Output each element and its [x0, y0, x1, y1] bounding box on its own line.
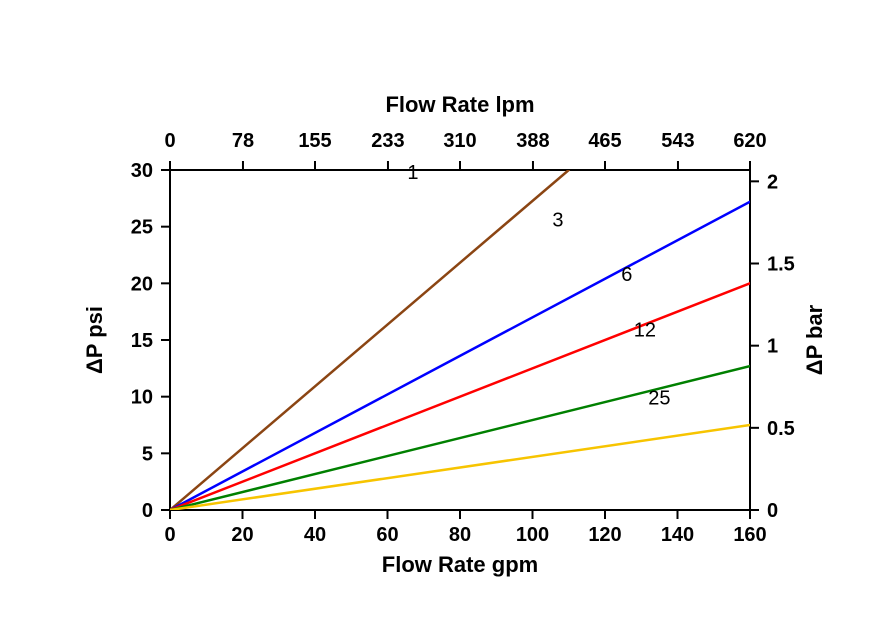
chart-svg: 020406080100120140160Flow Rate gpm078155… [0, 0, 882, 626]
pressure-drop-chart: 020406080100120140160Flow Rate gpm078155… [0, 0, 882, 626]
y-left-title: ΔP psi [82, 306, 107, 374]
y-left-tick-label: 30 [131, 160, 153, 182]
y-right-tick-label: 0.5 [767, 418, 795, 440]
series-label: 3 [552, 210, 563, 232]
series-group [170, 170, 750, 510]
plot-border [170, 170, 750, 510]
x-top-tick-label: 155 [298, 130, 331, 152]
x-top-tick-label: 543 [661, 130, 694, 152]
x-top-tick-label: 388 [516, 130, 549, 152]
y-left-tick-label: 0 [142, 500, 153, 522]
x-bottom-tick-label: 80 [449, 524, 471, 546]
x-bottom-title: Flow Rate gpm [382, 552, 538, 577]
x-bottom-tick-label: 140 [661, 524, 694, 546]
y-right-tick-label: 1.5 [767, 254, 795, 276]
x-top-title: Flow Rate lpm [385, 92, 534, 117]
x-top-tick-label: 620 [733, 130, 766, 152]
y-left-tick-label: 25 [131, 217, 153, 239]
x-top-tick-label: 0 [164, 130, 175, 152]
x-bottom-tick-label: 40 [304, 524, 326, 546]
y-left-tick-label: 10 [131, 387, 153, 409]
y-left-tick-label: 15 [131, 330, 153, 352]
y-right-tick-label: 0 [767, 500, 778, 522]
x-bottom-tick-label: 120 [588, 524, 621, 546]
x-top-tick-label: 310 [443, 130, 476, 152]
series-label: 25 [648, 388, 670, 410]
y-left-tick-label: 5 [142, 443, 153, 465]
series-label: 12 [634, 320, 656, 342]
x-bottom-tick-label: 160 [733, 524, 766, 546]
series-label: 1 [407, 162, 418, 184]
x-bottom-tick-label: 20 [231, 524, 253, 546]
x-bottom-tick-label: 60 [376, 524, 398, 546]
x-bottom-tick-label: 100 [516, 524, 549, 546]
x-top-tick-label: 233 [371, 130, 404, 152]
y-left-tick-label: 20 [131, 273, 153, 295]
series-label: 6 [621, 264, 632, 286]
x-top-tick-label: 465 [588, 130, 621, 152]
x-bottom-tick-label: 0 [164, 524, 175, 546]
series-line-3 [170, 202, 750, 510]
x-top-tick-label: 78 [232, 130, 254, 152]
y-right-tick-label: 1 [767, 336, 778, 358]
y-right-title: ΔP bar [802, 304, 827, 375]
series-line-1 [170, 170, 569, 510]
y-right-tick-label: 2 [767, 171, 778, 193]
